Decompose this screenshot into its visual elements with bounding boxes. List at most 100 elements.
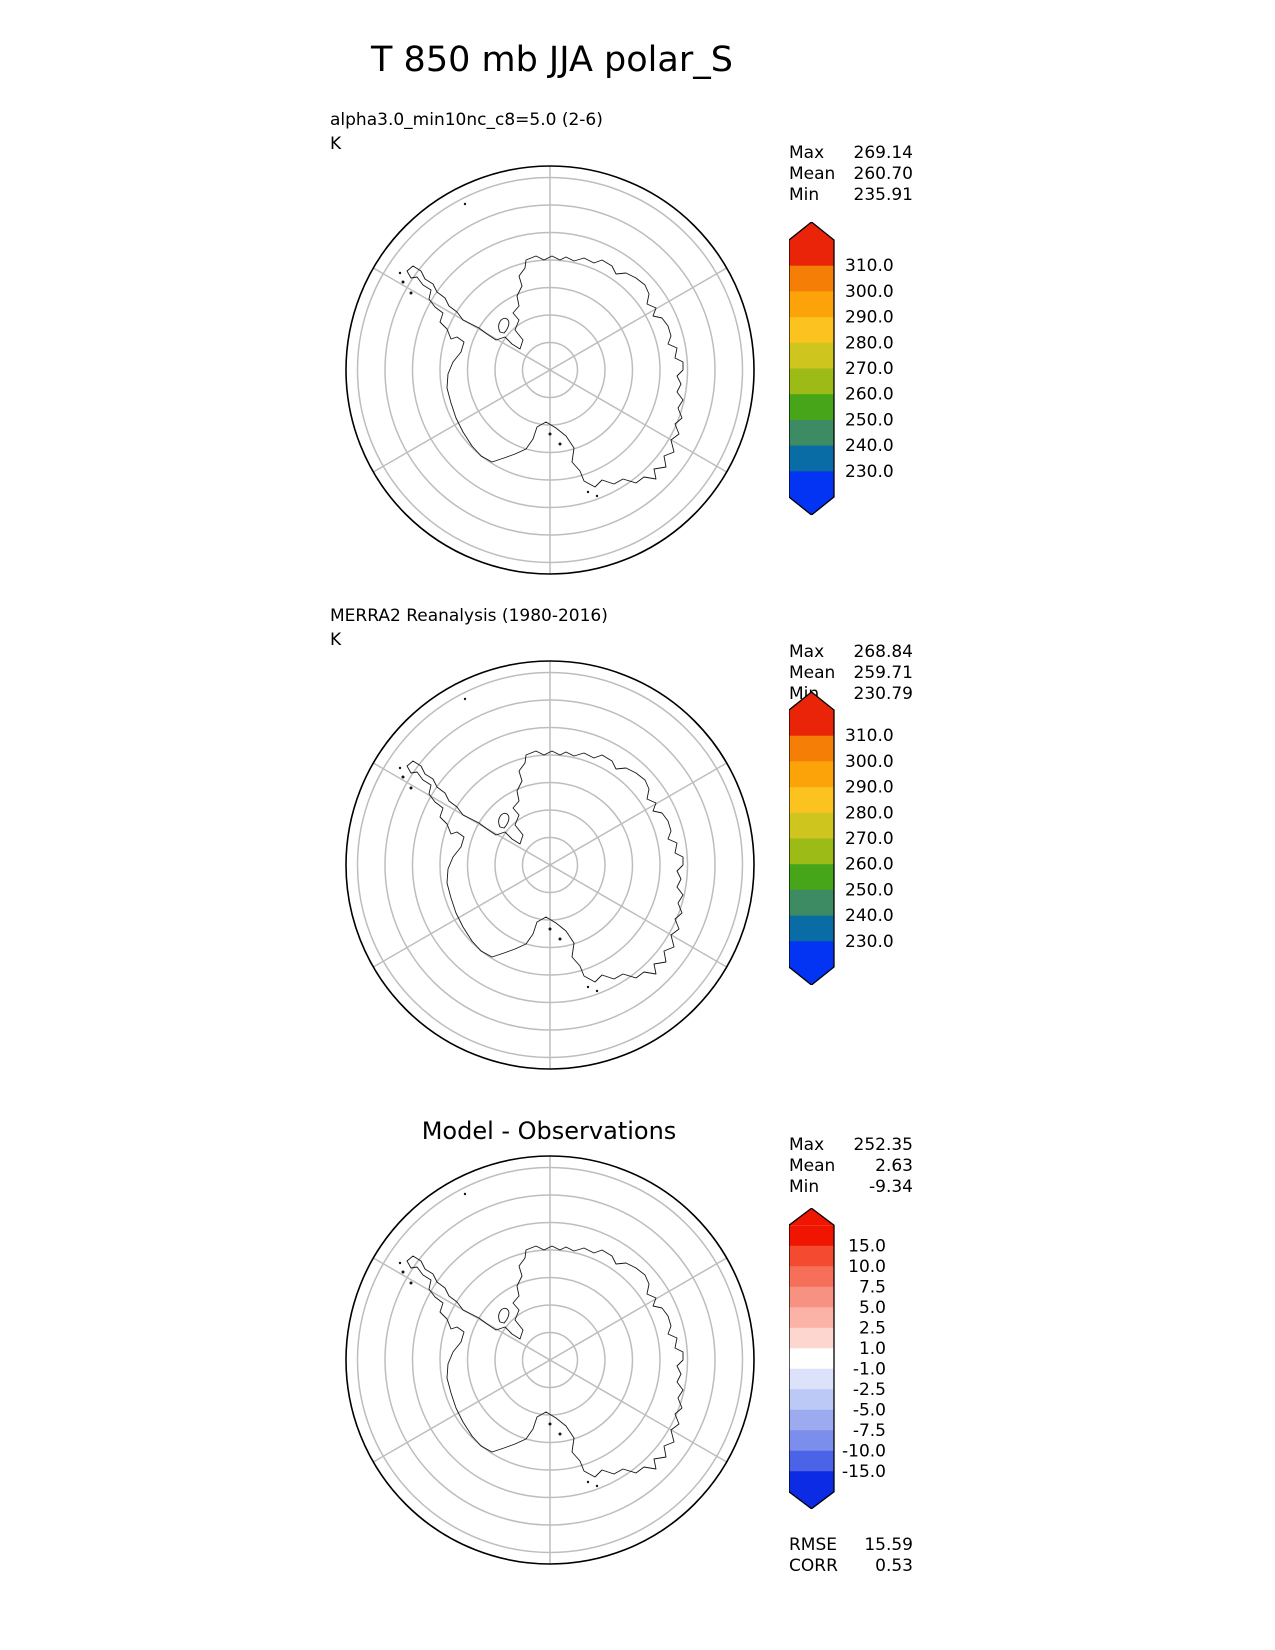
- colorbar-tick-label: 10.0: [848, 1257, 886, 1277]
- stat-value: 235.91: [853, 185, 913, 205]
- colorbar-tick-label: 240.0: [845, 906, 894, 926]
- colorbar-band: [789, 710, 834, 737]
- colorbar-tick-label: 2.5: [859, 1318, 886, 1338]
- colorbar-band: [789, 1286, 834, 1308]
- colorbar-tick-label: -2.5: [853, 1380, 886, 1400]
- stat-row: Mean 259.71: [789, 663, 913, 684]
- metrics-difference: RMSE 15.59 CORR 0.53: [789, 1535, 913, 1577]
- colorbar-band: [789, 1307, 834, 1329]
- stat-value: 268.84: [853, 642, 913, 662]
- colorbar-band: [789, 394, 834, 421]
- colorbar-tick-label: 230.0: [845, 462, 894, 482]
- stat-row: Max 268.84: [789, 642, 913, 663]
- colorbar-band: [789, 864, 834, 891]
- stat-value: 230.79: [853, 684, 913, 704]
- colorbar-band: [789, 1348, 834, 1370]
- colorbar-tick-label: -7.5: [853, 1421, 886, 1441]
- colorbar-band: [789, 1389, 834, 1411]
- colorbar-band: [789, 941, 834, 968]
- colorbar-band: [789, 735, 834, 762]
- stat-row: Max 252.35: [789, 1135, 913, 1156]
- colorbar-band: [789, 471, 834, 498]
- colorbar-tick-label: 270.0: [845, 359, 894, 379]
- colorbar-tick-label: 310.0: [845, 726, 894, 746]
- stat-label: Mean: [789, 164, 836, 184]
- stat-row: Min -9.34: [789, 1177, 913, 1198]
- colorbar-tick-label: 290.0: [845, 308, 894, 328]
- colorbar-outline: [788, 221, 835, 516]
- panel1-units: K: [330, 134, 342, 154]
- stat-label: Min: [789, 1177, 820, 1197]
- panel2-title: MERRA2 Reanalysis (1980-2016): [330, 606, 608, 626]
- colorbar-tick-label: 250.0: [845, 410, 894, 430]
- colorbar-band: [789, 787, 834, 814]
- colorbar-outline: [788, 1207, 835, 1510]
- colorbar-model: 310.0 300.0 290.0 280.0 270.0 260.0 250.0 240.0…: [788, 221, 949, 519]
- colorbar-band: [789, 1327, 834, 1349]
- stat-value: 259.71: [853, 663, 913, 683]
- colorbar-band: [789, 812, 834, 840]
- colorbar-tick-label: 300.0: [845, 752, 894, 772]
- colorbar-tick-label: 280.0: [845, 803, 894, 823]
- colorbar-band: [789, 265, 834, 292]
- colorbar-tick-label: -5.0: [853, 1400, 886, 1420]
- colorbar-extend-bottom: [789, 497, 834, 515]
- stats-observations: Max 268.84 Mean 259.71 Min 230.79: [789, 642, 913, 705]
- metric-label: CORR: [789, 1556, 838, 1576]
- panel2-header: MERRA2 Reanalysis (1980-2016) K: [330, 604, 608, 652]
- polar-map-difference: [345, 1155, 755, 1565]
- colorbar-observations: 310.0 300.0 290.0 280.0 270.0 260.0 250.0 240.0…: [788, 691, 949, 989]
- stat-value: 2.63: [875, 1156, 913, 1176]
- stat-label: Min: [789, 185, 820, 205]
- colorbar-band: [789, 1368, 834, 1390]
- colorbar-tick-label: -15.0: [842, 1462, 886, 1482]
- colorbar-band: [789, 240, 834, 267]
- colorbar-tick-label: 260.0: [845, 385, 894, 405]
- panel2-units: K: [330, 630, 342, 650]
- stat-value: 260.70: [853, 164, 913, 184]
- colorbar-extend-top: [789, 692, 834, 710]
- colorbar-band: [789, 1471, 834, 1493]
- colorbar-tick-label: 15.0: [848, 1236, 886, 1256]
- colorbar-tick-label: 280.0: [845, 333, 894, 353]
- colorbar-band: [789, 838, 834, 865]
- colorbar-difference: 15.0 10.0 7.5 5.0 2.5 1.0 -1.0 -2.5 -5.0 -7.5 -10.…: [788, 1207, 949, 1513]
- colorbar-tick-label: 250.0: [845, 880, 894, 900]
- colorbar-band: [789, 1245, 834, 1267]
- colorbar-tick-label: 240.0: [845, 436, 894, 456]
- stat-value: 269.14: [853, 143, 913, 163]
- colorbar-tick-label: 290.0: [845, 778, 894, 798]
- colorbar-band: [789, 761, 834, 788]
- stats-difference: Max 252.35 Mean 2.63 Min -9.34: [789, 1135, 913, 1198]
- colorbar-band: [789, 317, 834, 344]
- colorbar-extend-top: [789, 1208, 834, 1226]
- colorbar-band: [789, 445, 834, 472]
- colorbar-band: [789, 1266, 834, 1288]
- stat-label: Mean: [789, 663, 836, 683]
- polar-map-model: [345, 165, 755, 575]
- colorbar-tick-label: 230.0: [845, 932, 894, 952]
- stat-label: Max: [789, 642, 825, 662]
- stat-value: -9.34: [869, 1177, 913, 1197]
- colorbar-extend-top: [789, 222, 834, 240]
- colorbar-band: [789, 1225, 834, 1247]
- colorbar-tick-label: 270.0: [845, 829, 894, 849]
- metric-row: CORR 0.53: [789, 1556, 913, 1577]
- colorbar-band: [789, 368, 834, 395]
- metric-value: 0.53: [875, 1556, 913, 1576]
- colorbar-band: [789, 419, 834, 447]
- panel1-title: alpha3.0_min10nc_c8=5.0 (2-6): [330, 110, 603, 130]
- metric-label: RMSE: [789, 1535, 838, 1555]
- colorbar-tick-label: 310.0: [845, 256, 894, 276]
- colorbar-band: [789, 889, 834, 917]
- metric-row: RMSE 15.59: [789, 1535, 913, 1556]
- metric-value: 15.59: [864, 1535, 913, 1555]
- colorbar-extend-bottom: [789, 967, 834, 985]
- colorbar-band: [789, 1450, 834, 1472]
- colorbar-tick-label: -1.0: [853, 1359, 886, 1379]
- colorbar-band: [789, 1430, 834, 1452]
- stat-label: Max: [789, 143, 825, 163]
- colorbar-band: [789, 1409, 834, 1431]
- colorbar-band: [789, 342, 834, 370]
